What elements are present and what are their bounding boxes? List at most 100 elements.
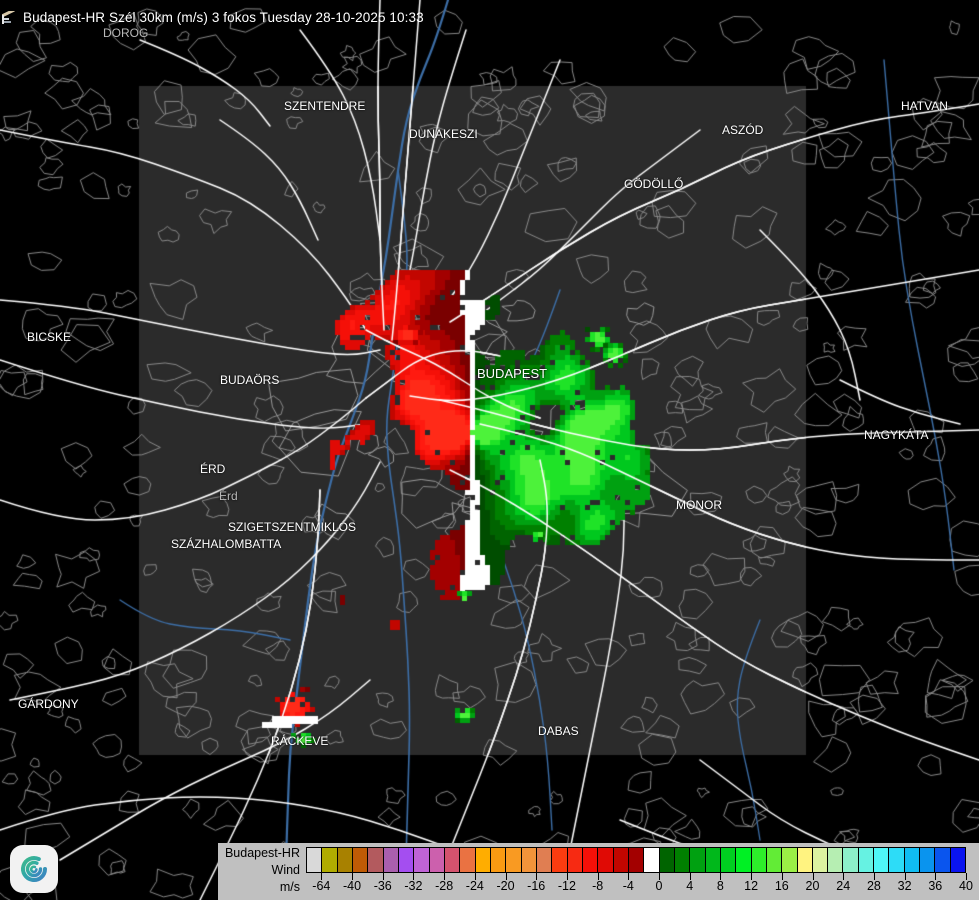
color-swatch-22 (644, 848, 660, 872)
radar-app-icon (2, 11, 18, 25)
tick-mark-19 (904, 873, 906, 880)
tick-label-4: -28 (435, 879, 454, 893)
city-label: ÉRD (200, 462, 226, 476)
color-swatch-41 (935, 848, 951, 872)
tick-label-7: -16 (527, 879, 546, 893)
tick-mark-20 (935, 873, 937, 880)
color-swatch-12 (490, 848, 507, 872)
legend-unit: m/s (279, 880, 300, 894)
product-title: Budapest-HR Szél 30km (m/s) 3 fokos Tues… (23, 10, 424, 25)
tick-mark-8 (566, 873, 568, 880)
color-swatch-28 (736, 848, 752, 872)
color-bar[interactable] (306, 847, 966, 873)
tick-mark-10 (628, 873, 630, 880)
color-swatch-7 (414, 848, 430, 872)
color-swatch-36 (858, 848, 875, 872)
tick-mark-11 (659, 873, 661, 880)
city-label: DOROG (103, 26, 149, 40)
city-label: RÁCKEVE (271, 734, 329, 748)
tick-label-12: 4 (686, 879, 694, 893)
city-label: GÁRDONY (18, 697, 79, 711)
tick-mark-6 (505, 873, 507, 880)
color-scale-legend: Budapest-HR Wind m/s -64 -40 -36 -32 -28 -24-… (218, 843, 979, 900)
city-label: SZENTENDRE (284, 99, 366, 113)
city-label: SZÁZHALOMBATTA (171, 537, 282, 551)
color-swatch-42 (950, 848, 966, 872)
color-swatch-40 (920, 848, 936, 872)
city-label: BUDAÖRS (220, 373, 280, 387)
city-label: GÖDÖLLŐ (624, 177, 684, 191)
tick-mark-21 (966, 873, 967, 880)
city-label: DABAS (538, 724, 579, 738)
color-swatch-31 (782, 848, 798, 872)
color-swatch-26 (705, 848, 721, 872)
tick-mark-1 (352, 873, 354, 880)
city-label: MONOR (676, 498, 722, 512)
tick-label-8: -12 (557, 879, 576, 893)
tick-label-18: 28 (866, 879, 881, 893)
tick-label-17: 24 (836, 879, 851, 893)
tick-mark-16 (812, 873, 814, 880)
color-swatch-39 (904, 848, 921, 872)
color-swatch-23 (659, 848, 675, 872)
city-label: BICSKE (27, 330, 72, 344)
tick-label-5: -24 (465, 879, 484, 893)
tick-label-21: 40 (959, 879, 973, 893)
color-swatch-33 (812, 848, 829, 872)
city-label: HATVAN (901, 99, 948, 113)
city-label: SZIGETSZENTMIKLÓS (228, 520, 357, 534)
tick-mark-0 (321, 873, 323, 880)
tick-mark-18 (873, 873, 875, 880)
color-swatch-21 (628, 848, 645, 872)
tick-mark-13 (720, 873, 722, 880)
city-label: ASZÓD (722, 123, 764, 137)
tick-mark-7 (536, 873, 538, 880)
color-swatch-4 (368, 848, 384, 872)
color-swatch-20 (613, 848, 629, 872)
color-swatch-5 (383, 848, 399, 872)
city-label: BUDAPEST (477, 366, 548, 381)
color-swatch-0 (307, 848, 323, 872)
color-swatch-9 (444, 848, 461, 872)
color-bar-ticks: -64 -40 -36 -32 -28 -24 -20 -16 -12 -8 -4 0 4 8 12 16 20… (306, 873, 973, 897)
color-swatch-14 (521, 848, 537, 872)
tick-mark-17 (843, 873, 845, 880)
color-swatch-24 (674, 848, 691, 872)
tick-label-19: 32 (897, 879, 912, 893)
color-swatch-38 (889, 848, 905, 872)
legend-site: Budapest-HR (224, 846, 300, 860)
color-swatch-15 (536, 848, 553, 872)
color-swatch-1 (322, 848, 338, 872)
tick-mark-3 (413, 873, 415, 880)
color-swatch-6 (398, 848, 415, 872)
legend-quantity: Wind (271, 863, 300, 877)
brand-logo-icon[interactable] (10, 845, 58, 893)
tick-mark-5 (474, 873, 476, 880)
color-swatch-29 (751, 848, 767, 872)
city-label: DUNAKESZI (409, 127, 478, 141)
color-swatch-35 (843, 848, 859, 872)
swirl-glyph (21, 856, 47, 882)
tick-mark-9 (597, 873, 599, 880)
tick-label-15: 16 (774, 879, 789, 893)
color-swatch-3 (352, 848, 369, 872)
color-swatch-11 (475, 848, 491, 872)
tick-label-14: 12 (744, 879, 759, 893)
color-swatch-16 (552, 848, 568, 872)
color-swatch-34 (828, 848, 844, 872)
color-swatch-17 (567, 848, 583, 872)
legend-caption: Budapest-HR Wind m/s (222, 845, 300, 896)
tick-mark-15 (781, 873, 783, 880)
color-swatch-18 (582, 848, 599, 872)
tick-mark-14 (751, 873, 753, 880)
tick-label-13: 8 (716, 879, 724, 893)
tick-label-16: 20 (805, 879, 820, 893)
tick-label-20: 36 (928, 879, 943, 893)
tick-label-9: -8 (592, 879, 604, 893)
color-swatch-32 (797, 848, 813, 872)
tick-label-0: -64 (312, 879, 331, 893)
tick-label-11: 0 (655, 879, 663, 893)
color-swatch-19 (598, 848, 614, 872)
